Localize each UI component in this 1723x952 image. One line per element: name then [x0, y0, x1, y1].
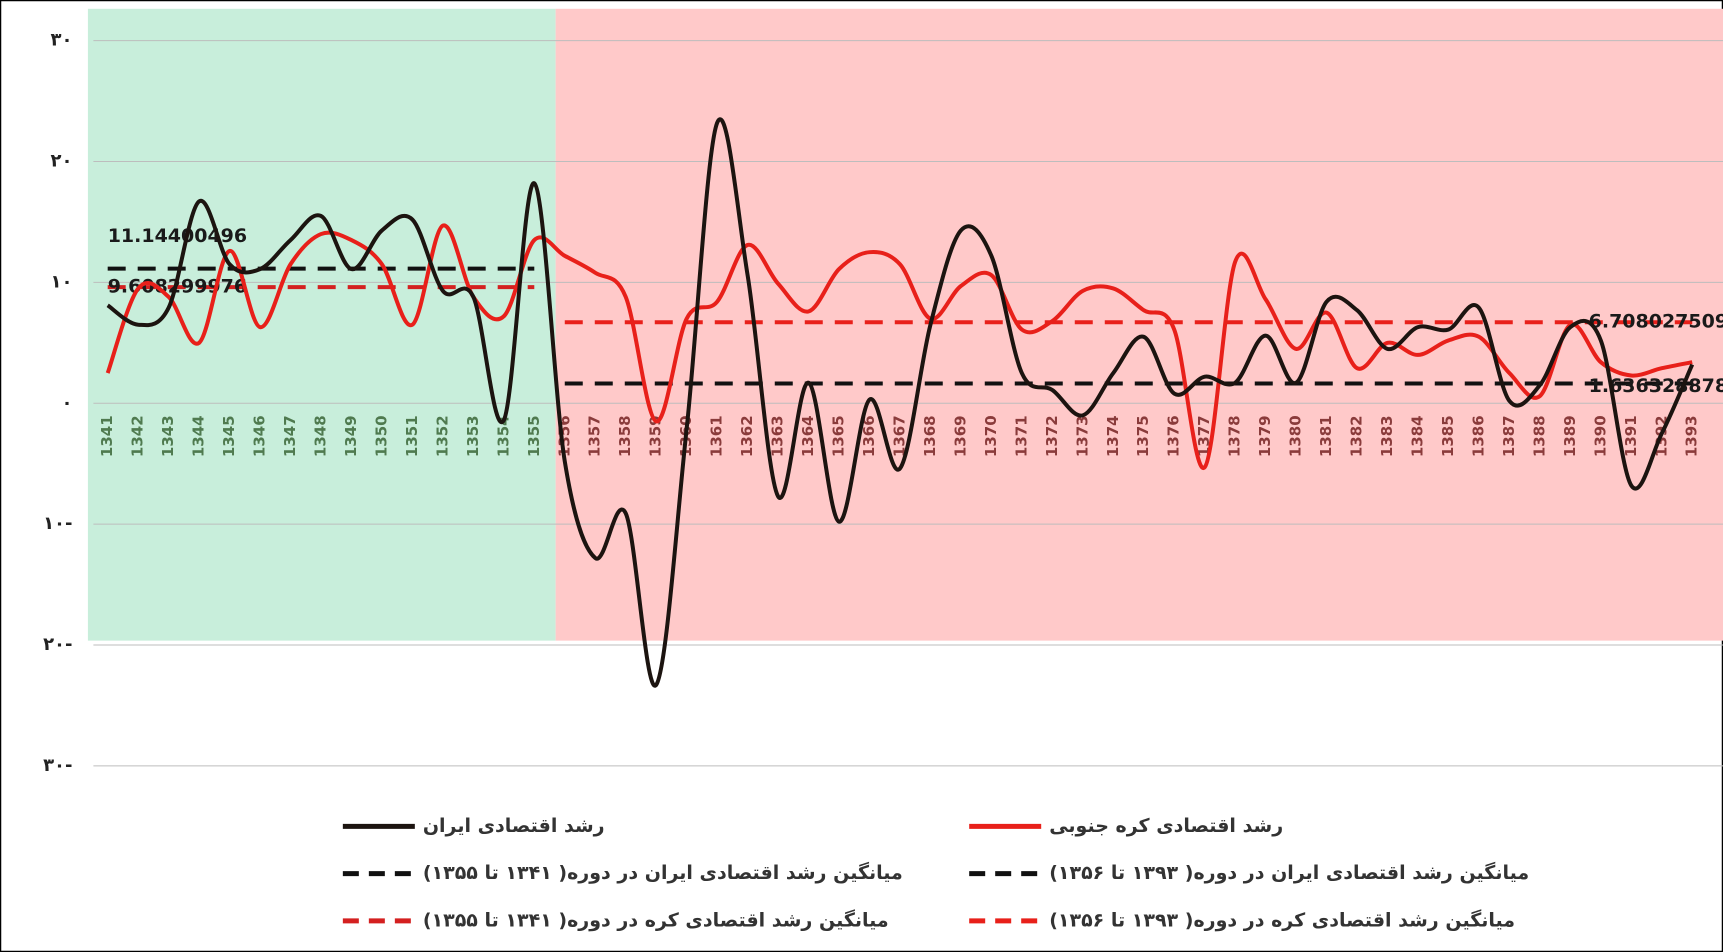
x-tick-label: 1368	[921, 415, 939, 457]
x-tick-label: 1382	[1348, 415, 1366, 457]
x-tick-label: 1386	[1469, 415, 1487, 457]
x-tick-label: 1359	[647, 415, 665, 457]
legend-label: میانگین رشد اقتصادی ایران در دوره( ۱۳۴۱ …	[423, 861, 903, 884]
x-tick-label: 1343	[159, 415, 177, 457]
x-tick-label: 1367	[890, 415, 908, 457]
x-tick-label: 1389	[1561, 415, 1579, 457]
average-label: 1.636328878	[1589, 375, 1723, 397]
x-tick-label: 1390	[1591, 415, 1609, 457]
x-tick-label: 1354	[494, 415, 512, 457]
x-tick-label: 1385	[1439, 415, 1457, 457]
legend-label: میانگین رشد اقتصادی کره در دوره( ۱۳۹۳ تا…	[1049, 908, 1515, 931]
legend-label: رشد اقتصادی ایران	[423, 815, 605, 837]
x-tick-label: 1366	[860, 415, 878, 457]
era-2-region	[555, 8, 1723, 641]
average-label: 9.608299976	[108, 276, 247, 298]
y-tick-label: ۱۰-	[43, 513, 72, 534]
y-tick-label: ۲۰	[51, 151, 73, 172]
x-tick-label: 1370	[982, 415, 1000, 457]
average-label: 11.14400496	[108, 225, 247, 247]
x-tick-label: 1388	[1530, 415, 1548, 457]
x-tick-label: 1345	[220, 415, 238, 457]
x-tick-label: 1352	[433, 415, 451, 457]
x-tick-label: 1380	[1287, 415, 1305, 457]
x-tick-label: 1373	[1073, 415, 1091, 457]
x-tick-label: 1346	[251, 415, 269, 457]
x-tick-label: 1342	[129, 415, 147, 457]
y-tick-label: ۲۰-	[43, 634, 72, 655]
y-tick-label: ۰	[62, 392, 73, 413]
x-tick-label: 1355	[525, 415, 543, 457]
x-tick-label: 1387	[1500, 415, 1518, 457]
legend-label: میانگین رشد اقتصادی کره در دوره( ۱۳۴۱ تا…	[423, 908, 889, 931]
background-regions	[87, 8, 1723, 641]
x-tick-label: 1374	[1104, 415, 1122, 457]
x-tick-label: 1383	[1378, 415, 1396, 457]
x-tick-label: 1365	[830, 415, 848, 457]
x-tick-label: 1371	[1012, 415, 1030, 457]
x-tick-label: 1391	[1622, 415, 1640, 457]
legend-label: رشد اقتصادی کره جنوبی	[1049, 815, 1283, 837]
x-tick-label: 1344	[190, 415, 208, 457]
series-line	[106, 117, 1695, 688]
x-tick-label: 1349	[342, 415, 360, 457]
era-1-region	[87, 8, 556, 641]
x-tick-label: 1341	[98, 415, 116, 457]
x-tick-label: 1353	[464, 415, 482, 457]
y-tick-label: ۳۰-	[43, 755, 72, 776]
x-tick-label: 1348	[311, 415, 329, 457]
x-tick-label: 1375	[1134, 415, 1152, 457]
x-tick-label: 1384	[1408, 415, 1426, 457]
x-tick-label: 1362	[738, 415, 756, 457]
average-label: 6.708027509	[1589, 311, 1723, 333]
legend-label: میانگین رشد اقتصادی ایران در دوره( ۱۳۹۳ …	[1049, 861, 1529, 884]
y-tick-label: ۱۰	[51, 271, 73, 292]
y-tick-label: ۳۰	[51, 30, 73, 51]
x-tick-label: 1378	[1226, 415, 1244, 457]
x-tick-label: 1350	[372, 415, 390, 457]
x-tick-label: 1347	[281, 415, 299, 457]
x-tick-label: 1369	[951, 415, 969, 457]
x-tick-label: 1361	[708, 415, 726, 457]
x-tick-label: 1393	[1683, 415, 1701, 457]
x-tick-label: 1381	[1317, 415, 1335, 457]
x-tick-label: 1357	[586, 415, 604, 457]
x-tick-label: 1364	[799, 415, 817, 457]
x-tick-label: 1376	[1165, 415, 1183, 457]
x-tick-label: 1372	[1043, 415, 1061, 457]
x-tick-label: 1363	[769, 415, 787, 457]
x-tick-label: 1351	[403, 415, 421, 457]
x-tick-label: 1379	[1256, 415, 1274, 457]
x-tick-label: 1358	[616, 415, 634, 457]
